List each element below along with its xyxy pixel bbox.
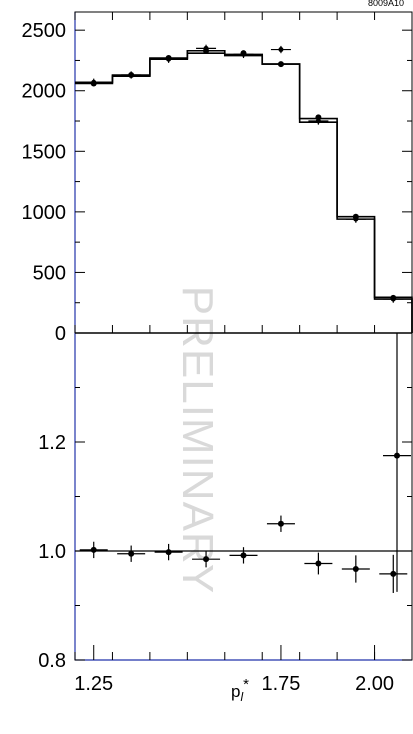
preliminary-watermark: PRELIMINARY xyxy=(173,286,222,595)
lower-ytick-label: 1.2 xyxy=(38,432,66,454)
cross-point-dot xyxy=(203,45,209,51)
upper-panel: 0 500 1000 1500 2000 2500 xyxy=(22,20,413,345)
lower-panel: 0.8 1.0 1.2 xyxy=(38,333,412,672)
cross-point-dot xyxy=(128,72,134,78)
histogram-line-b xyxy=(75,52,413,333)
upper-ytick-label: 500 xyxy=(33,262,66,284)
lower-ytick-label: 1.0 xyxy=(38,541,66,563)
cross-point-dot xyxy=(315,118,321,124)
data-point xyxy=(277,61,284,68)
ratio-point xyxy=(203,556,210,563)
cross-point-dot xyxy=(353,216,359,222)
ratio-point xyxy=(128,550,135,557)
ratio-point xyxy=(240,552,247,559)
cross-point-dot xyxy=(390,296,396,302)
x-tick-label: 2.00 xyxy=(355,673,394,695)
upper-ytick-label: 0 xyxy=(55,323,66,345)
ratio-point xyxy=(165,549,172,556)
cross-point-dot xyxy=(241,51,246,57)
ratio-point xyxy=(390,570,397,577)
upper-ytick-label: 1000 xyxy=(22,202,67,224)
x-tick-label: 1.25 xyxy=(74,673,113,695)
upper-ytick-label: 2000 xyxy=(22,81,67,103)
ratio-point xyxy=(394,452,400,459)
ratio-point xyxy=(315,560,322,567)
x-axis-label: pl* xyxy=(231,676,249,704)
figure-code: 8009A10 xyxy=(368,0,404,8)
cross-point-dot xyxy=(166,56,172,62)
cross-point-dot xyxy=(278,47,284,53)
ratio-point xyxy=(277,520,284,527)
upper-ytick-label: 1500 xyxy=(22,141,67,163)
upper-ytick-label: 2500 xyxy=(22,20,67,42)
lower-ytick-label: 0.8 xyxy=(38,650,66,672)
cross-point-dot xyxy=(91,79,97,85)
ratio-point xyxy=(352,565,359,572)
x-axis: 1.25 1.75 2.00 xyxy=(74,12,413,695)
histogram-line-a xyxy=(75,49,413,333)
x-tick-label: 1.75 xyxy=(261,673,300,695)
ratio-point xyxy=(90,546,97,553)
